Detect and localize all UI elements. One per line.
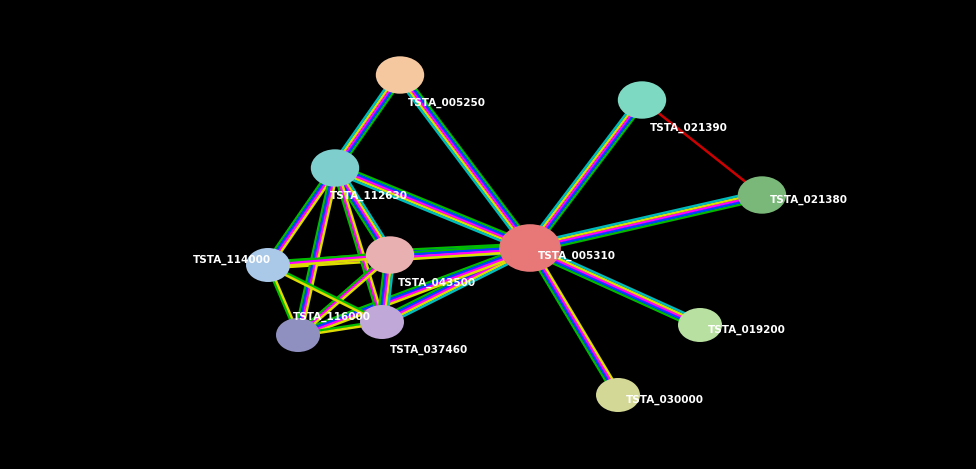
Text: TSTA_021390: TSTA_021390 — [650, 123, 728, 133]
Text: TSTA_005250: TSTA_005250 — [408, 98, 486, 108]
Ellipse shape — [376, 56, 425, 94]
Text: TSTA_037460: TSTA_037460 — [390, 345, 468, 355]
Text: TSTA_043500: TSTA_043500 — [398, 278, 476, 288]
Text: TSTA_116000: TSTA_116000 — [293, 312, 371, 322]
Ellipse shape — [310, 149, 359, 187]
Text: TSTA_030000: TSTA_030000 — [626, 395, 704, 405]
Ellipse shape — [738, 176, 787, 214]
Text: TSTA_019200: TSTA_019200 — [708, 325, 786, 335]
Ellipse shape — [246, 248, 290, 282]
Ellipse shape — [276, 318, 320, 352]
Text: TSTA_021380: TSTA_021380 — [770, 195, 848, 205]
Text: TSTA_112630: TSTA_112630 — [330, 191, 408, 201]
Text: TSTA_114000: TSTA_114000 — [193, 255, 271, 265]
Ellipse shape — [366, 236, 414, 274]
Ellipse shape — [360, 305, 404, 339]
Ellipse shape — [596, 378, 640, 412]
Ellipse shape — [499, 224, 561, 272]
Text: TSTA_005310: TSTA_005310 — [538, 251, 616, 261]
Ellipse shape — [678, 308, 722, 342]
Ellipse shape — [618, 81, 667, 119]
